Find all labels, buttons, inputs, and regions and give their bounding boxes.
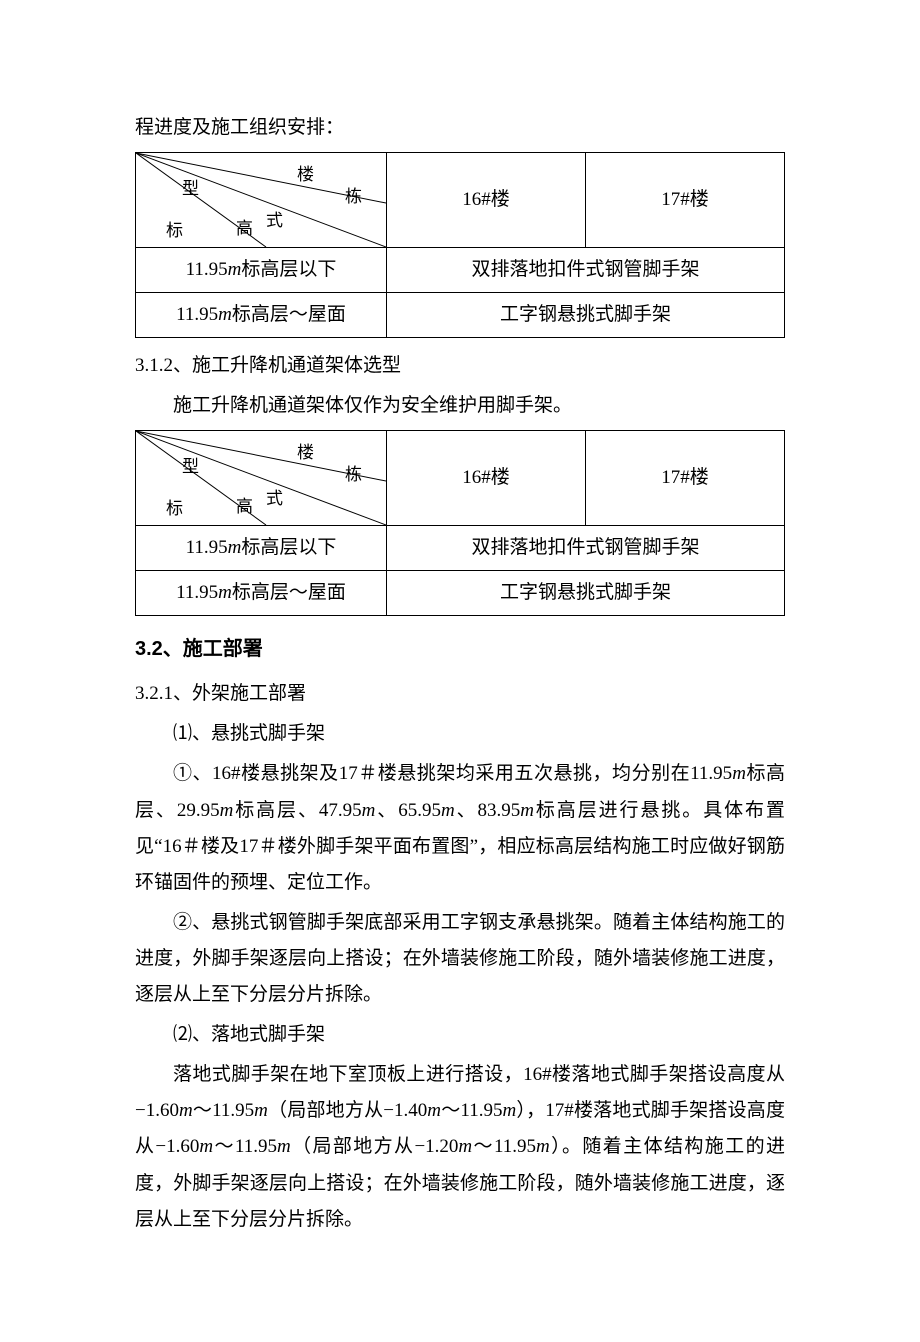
value: −1.60: [155, 1136, 199, 1157]
diag-label: 式: [266, 483, 285, 515]
unit: m: [220, 800, 234, 821]
unit: m: [520, 800, 534, 821]
paragraph-2: 落地式脚手架在地下室顶板上进行搭设，16#楼落地式脚手架搭设高度从−1.60m～…: [135, 1057, 785, 1237]
text: ①、16#楼悬挑架及17＃楼悬挑架均采用五次悬挑，均分别在: [173, 763, 690, 784]
unit: m: [254, 1100, 268, 1121]
unit: m: [179, 1100, 193, 1121]
row-label: 11.95m标高层以下: [136, 248, 387, 293]
diag-label: 楼: [297, 159, 316, 191]
diag-label: 标: [166, 215, 185, 247]
value: 11.95: [494, 1136, 536, 1157]
value: 标高层～屋面: [232, 582, 346, 603]
unit: m: [502, 1100, 516, 1121]
intro-line: 程进度及施工组织安排：: [135, 110, 785, 146]
col-header: 16#楼: [387, 431, 586, 526]
diag-label: 高: [236, 491, 255, 523]
value: 标高层以下: [241, 537, 336, 558]
unit: m: [362, 800, 376, 821]
value: 11.95: [186, 259, 228, 280]
unit: m: [732, 763, 746, 784]
diag-label: 式: [266, 205, 285, 237]
value: 11.95: [235, 1136, 277, 1157]
text: 、: [455, 800, 478, 821]
unit: m: [441, 800, 455, 821]
value: 11.95: [212, 1100, 254, 1121]
row-label: 11.95m标高层～屋面: [136, 571, 387, 616]
value: −1.20: [414, 1136, 458, 1157]
table-frame-type-1: 楼 栋 型 式 标 高 16#楼 17#楼 11.95m标高层以下 双排落地扣件…: [135, 152, 785, 338]
paragraph-1a: ①、16#楼悬挑架及17＃楼悬挑架均采用五次悬挑，均分别在11.95m标高层、2…: [135, 756, 785, 900]
unit: m: [427, 1100, 441, 1121]
table-frame-type-2: 楼 栋 型 式 标 高 16#楼 17#楼 11.95m标高层以下 双排落地扣件…: [135, 430, 785, 616]
value: 标高层～屋面: [232, 304, 346, 325]
diag-header-cell: 楼 栋 型 式 标 高: [136, 153, 387, 248]
row-label: 11.95m标高层～屋面: [136, 293, 387, 338]
row-label: 11.95m标高层以下: [136, 526, 387, 571]
text: ～: [213, 1136, 235, 1157]
text: ～: [193, 1100, 212, 1121]
diag-label: 栋: [345, 181, 364, 213]
paragraph-1b: ②、悬挑式钢管脚手架底部采用工字钢支承悬挑架。随着主体结构施工的进度，外脚手架逐…: [135, 905, 785, 1013]
row-value: 工字钢悬挑式脚手架: [387, 571, 785, 616]
col-header: 17#楼: [585, 431, 784, 526]
diag-label: 栋: [345, 459, 364, 491]
item-2-title: ⑵、落地式脚手架: [135, 1017, 785, 1053]
row-value: 工字钢悬挑式脚手架: [387, 293, 785, 338]
value: 29.95: [177, 800, 220, 821]
section-3-1-2-line: 施工升降机通道架体仅作为安全维护用脚手架。: [135, 388, 785, 424]
diag-label: 高: [236, 213, 255, 245]
row-value: 双排落地扣件式钢管脚手架: [387, 248, 785, 293]
document-page: 程进度及施工组织安排： 楼 栋 型 式 标 高 16#楼 17#楼 11.9: [0, 0, 920, 1342]
value: 11.95: [690, 763, 732, 784]
unit: m: [218, 304, 232, 325]
section-3-2-title: 3.2、施工部署: [135, 630, 785, 668]
section-3-1-2-title: 3.1.2、施工升降机通道架体选型: [135, 348, 785, 384]
col-header: 16#楼: [387, 153, 586, 248]
unit: m: [277, 1136, 291, 1157]
diag-label: 楼: [297, 437, 316, 469]
value: 11.95: [176, 582, 218, 603]
diag-label: 型: [182, 451, 201, 483]
text: （局部地方从: [268, 1100, 383, 1121]
text: ～: [472, 1136, 494, 1157]
value: 83.95: [478, 800, 521, 821]
col-header: 17#楼: [585, 153, 784, 248]
value: 11.95: [186, 537, 228, 558]
section-3-2-1-title: 3.2.1、外架施工部署: [135, 676, 785, 712]
text: （局部地方从: [291, 1136, 415, 1157]
unit: m: [536, 1136, 550, 1157]
value: 11.95: [176, 304, 218, 325]
item-1-title: ⑴、悬挑式脚手架: [135, 716, 785, 752]
value: 11.95: [460, 1100, 502, 1121]
unit: m: [458, 1136, 472, 1157]
unit: m: [228, 259, 242, 280]
diag-label: 型: [182, 173, 201, 205]
value: 标高层以下: [241, 259, 336, 280]
unit: m: [228, 537, 242, 558]
value: −1.40: [383, 1100, 427, 1121]
value: 47.95: [319, 800, 362, 821]
diag-label: 标: [166, 493, 185, 525]
unit: m: [218, 582, 232, 603]
text: 落地式脚手架在地下室顶板上进行搭设，16#楼落地式脚手架搭设高度从: [173, 1064, 785, 1085]
value: −1.60: [135, 1100, 179, 1121]
diag-header-cell: 楼 栋 型 式 标 高: [136, 431, 387, 526]
row-value: 双排落地扣件式钢管脚手架: [387, 526, 785, 571]
text: 、: [375, 800, 398, 821]
unit: m: [199, 1136, 213, 1157]
value: 65.95: [398, 800, 441, 821]
text: 标高层、: [233, 800, 319, 821]
text: ～: [441, 1100, 460, 1121]
